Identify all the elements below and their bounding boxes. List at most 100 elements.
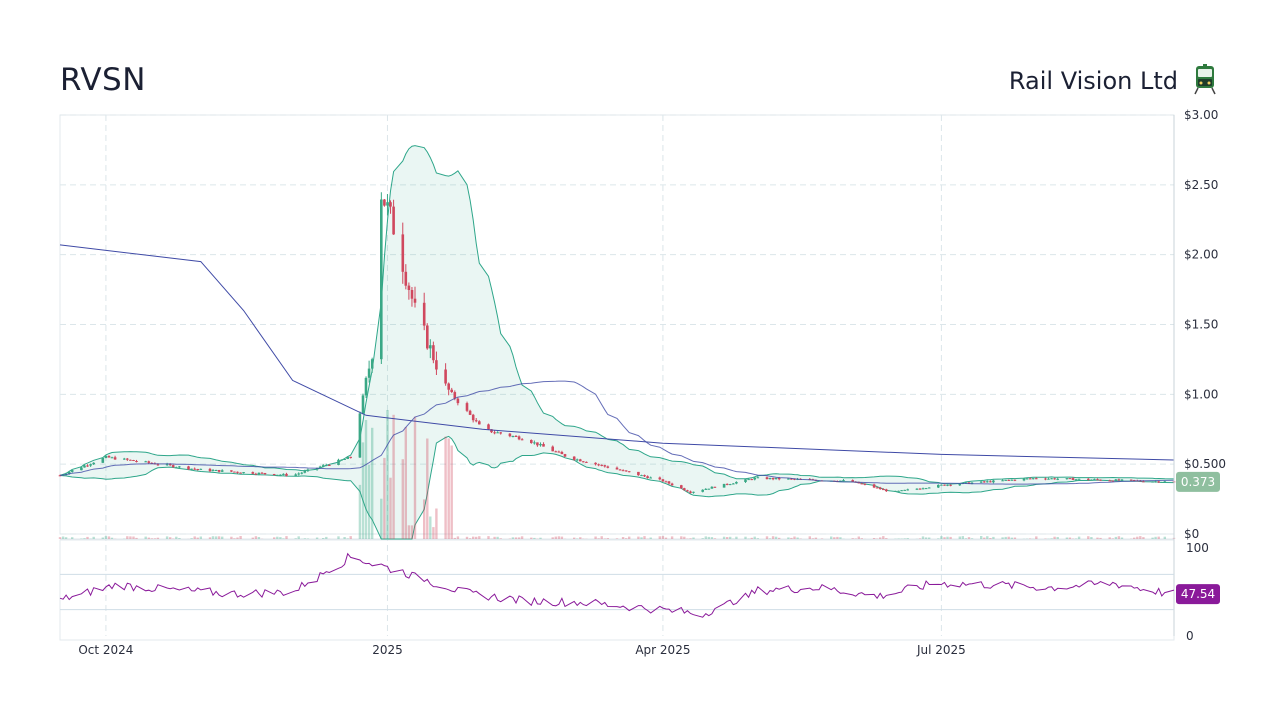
volume-bar xyxy=(92,536,95,539)
volume-bar xyxy=(383,457,386,539)
candle-body xyxy=(1022,478,1026,481)
candle-body xyxy=(989,481,992,483)
volume-bar xyxy=(371,427,374,539)
candle-body xyxy=(667,481,671,484)
volume-bar xyxy=(940,536,943,539)
volume-bar xyxy=(897,538,900,539)
volume-bar xyxy=(1010,537,1013,539)
candle-body xyxy=(257,472,261,475)
volume-bar xyxy=(579,537,582,539)
candle-body xyxy=(370,359,374,369)
candle-body xyxy=(407,285,411,290)
x-tick-label: Oct 2024 xyxy=(78,643,133,657)
candle-body xyxy=(582,461,585,463)
candle-body xyxy=(429,345,432,349)
rsi-value-badge xyxy=(1176,584,1220,605)
candle-body xyxy=(123,458,126,460)
candle-body xyxy=(1096,479,1099,481)
candle-body xyxy=(686,490,689,492)
candle-body xyxy=(946,484,949,486)
volume-bar xyxy=(135,537,138,539)
candle-body xyxy=(297,473,300,475)
candle-body xyxy=(860,483,864,485)
candle-body xyxy=(732,483,735,485)
volume-bar xyxy=(885,538,888,539)
volume-bar xyxy=(153,538,157,539)
candle-body xyxy=(1129,479,1133,481)
candle-body xyxy=(744,479,747,482)
x-tick-label: Apr 2025 xyxy=(635,643,690,657)
candle-body xyxy=(499,432,502,434)
volume-bar xyxy=(1136,536,1139,539)
sma-long-line xyxy=(59,244,1175,461)
candle-body xyxy=(539,444,542,446)
volume-bar xyxy=(1053,536,1056,539)
candle-body xyxy=(637,471,640,476)
volume-bar xyxy=(423,499,426,539)
volume-bar xyxy=(793,536,796,539)
candle-body xyxy=(193,468,196,470)
candle-body xyxy=(196,469,199,470)
candle-body xyxy=(579,459,582,462)
candle-body xyxy=(496,432,499,434)
candle-body xyxy=(328,465,331,466)
candle-body xyxy=(750,479,753,481)
candle-body xyxy=(487,424,490,430)
candle-body xyxy=(165,464,169,466)
volume-bar xyxy=(744,536,747,539)
candle-body xyxy=(787,478,790,480)
volume-bar xyxy=(664,537,668,539)
candle-body xyxy=(863,483,867,485)
volume-bar xyxy=(879,537,882,539)
rsi-tick-label: 0 xyxy=(1186,629,1194,643)
volume-bar xyxy=(1111,538,1114,539)
candle-body xyxy=(986,481,989,483)
candlesticks xyxy=(58,192,1176,494)
volume-bar xyxy=(765,536,769,539)
candle-body xyxy=(747,479,750,481)
volume-bar xyxy=(854,538,857,539)
candle-body xyxy=(110,457,114,459)
candle-body xyxy=(236,471,239,473)
candle-body xyxy=(713,486,717,488)
candle-body xyxy=(658,477,662,480)
y-tick-label: $0 xyxy=(1184,527,1199,541)
candle-body xyxy=(386,202,389,206)
volume-bar xyxy=(404,427,407,539)
candle-body xyxy=(199,468,203,470)
volume-bar xyxy=(533,537,536,539)
candle-body xyxy=(1111,480,1115,482)
candle-body xyxy=(1099,479,1102,481)
candle-body xyxy=(1114,479,1118,482)
volume-bar xyxy=(1013,537,1017,539)
volume-bar xyxy=(169,537,172,539)
volume-bar xyxy=(851,538,854,539)
candle-body xyxy=(560,452,564,455)
volume-bar xyxy=(573,537,576,539)
candle-body xyxy=(340,459,343,461)
rsi-frame xyxy=(59,539,1175,641)
last-price-label: 0.373 xyxy=(1181,475,1215,489)
candle-body xyxy=(1010,479,1014,481)
candle-body xyxy=(456,398,460,404)
volume-bar xyxy=(615,538,619,539)
bollinger-band xyxy=(59,145,1175,540)
volume-bar xyxy=(221,536,224,539)
volume-bar xyxy=(710,537,714,539)
candle-body xyxy=(704,488,708,490)
volume-bar xyxy=(386,410,389,539)
volume-bar xyxy=(447,438,450,539)
volume-bar xyxy=(774,536,778,539)
volume-bar xyxy=(1004,536,1007,539)
candle-body xyxy=(542,444,545,447)
candle-body xyxy=(92,462,95,465)
candle-body xyxy=(474,420,478,422)
candle-body xyxy=(1035,478,1038,480)
candle-body xyxy=(444,369,447,384)
candle-body xyxy=(1151,481,1154,483)
volume-bar xyxy=(1056,537,1059,539)
candle-body xyxy=(404,271,408,286)
volume-bar xyxy=(658,536,661,539)
candle-body xyxy=(493,432,496,434)
candle-body xyxy=(842,480,845,482)
